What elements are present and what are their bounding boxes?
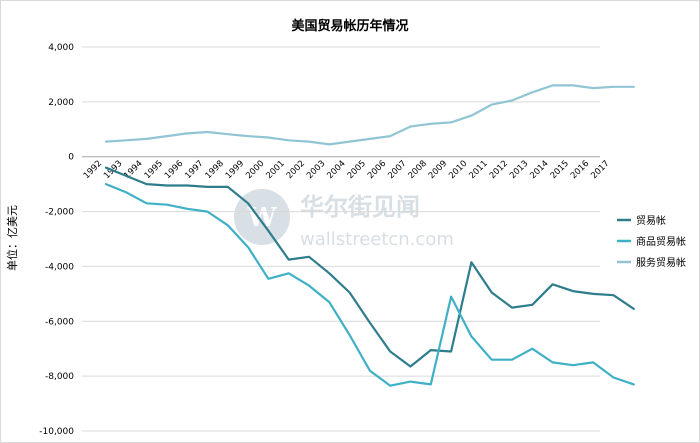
x-tick-label: 1997 (183, 159, 205, 181)
x-tick-label: 2015 (549, 159, 571, 181)
x-tick-label: 2005 (346, 159, 368, 181)
y-tick-label: -2,000 (45, 208, 74, 218)
x-tick-label: 2009 (427, 159, 449, 181)
watermark-brand-cn: 华尔街见闻 (300, 192, 420, 221)
grid-layer (82, 46, 600, 432)
x-tick-label: 1992 (82, 159, 104, 181)
watermark-brand-en: wallstreetcn.com (300, 229, 454, 250)
x-tick-label: 2011 (467, 159, 489, 181)
x-tick-label: 1996 (163, 159, 185, 181)
y-axis-label: 单位：亿美元 (5, 205, 19, 271)
x-axis-ticks: 1992199319941995199619971998199920002001… (82, 159, 612, 181)
y-tick-label: 0 (68, 153, 74, 163)
legend-label: 服务贸易帐 (636, 256, 686, 269)
x-tick-label: 2001 (264, 159, 286, 181)
x-tick-label: 2004 (325, 159, 347, 181)
x-tick-label: 2000 (244, 159, 266, 181)
legend-label: 贸易帐 (636, 214, 666, 227)
series-line-2 (104, 183, 635, 387)
x-tick-label: 2010 (447, 159, 469, 181)
watermark: W 华尔街见闻 wallstreetcn.com (234, 189, 454, 250)
y-tick-label: 4,000 (48, 43, 74, 53)
y-tick-label: -4,000 (45, 262, 74, 272)
y-tick-label: -8,000 (45, 372, 74, 382)
y-axis-ticks: 4,000 2,000 0 -2,000 -4,000 -6,000 -8,000 -10,0… (39, 43, 74, 437)
x-tick-label: 2013 (508, 159, 530, 181)
legend-label: 商品贸易帐 (636, 235, 686, 248)
x-tick-label: 2002 (285, 159, 307, 181)
x-tick-label: 2012 (488, 159, 510, 181)
series-line-1 (104, 166, 635, 368)
x-tick-label: 1999 (224, 159, 246, 181)
series-layer (104, 84, 635, 387)
series-line-3 (104, 84, 635, 146)
x-tick-label: 2008 (407, 159, 429, 181)
x-tick-label: 2017 (589, 159, 611, 181)
x-tick-label: 2016 (569, 159, 591, 181)
y-tick-label: 2,000 (48, 98, 74, 108)
x-tick-label: 2006 (366, 159, 388, 181)
x-tick-label: 2007 (386, 159, 408, 181)
chart-title: 美国贸易帐历年情况 (291, 18, 408, 34)
x-tick-label: 2003 (305, 159, 327, 181)
x-tick-label: 1995 (143, 159, 165, 181)
x-tick-label: 2014 (528, 159, 550, 181)
y-tick-label: -6,000 (45, 317, 74, 327)
y-tick-label: -10,000 (39, 427, 74, 437)
x-tick-label: 1998 (204, 159, 226, 181)
